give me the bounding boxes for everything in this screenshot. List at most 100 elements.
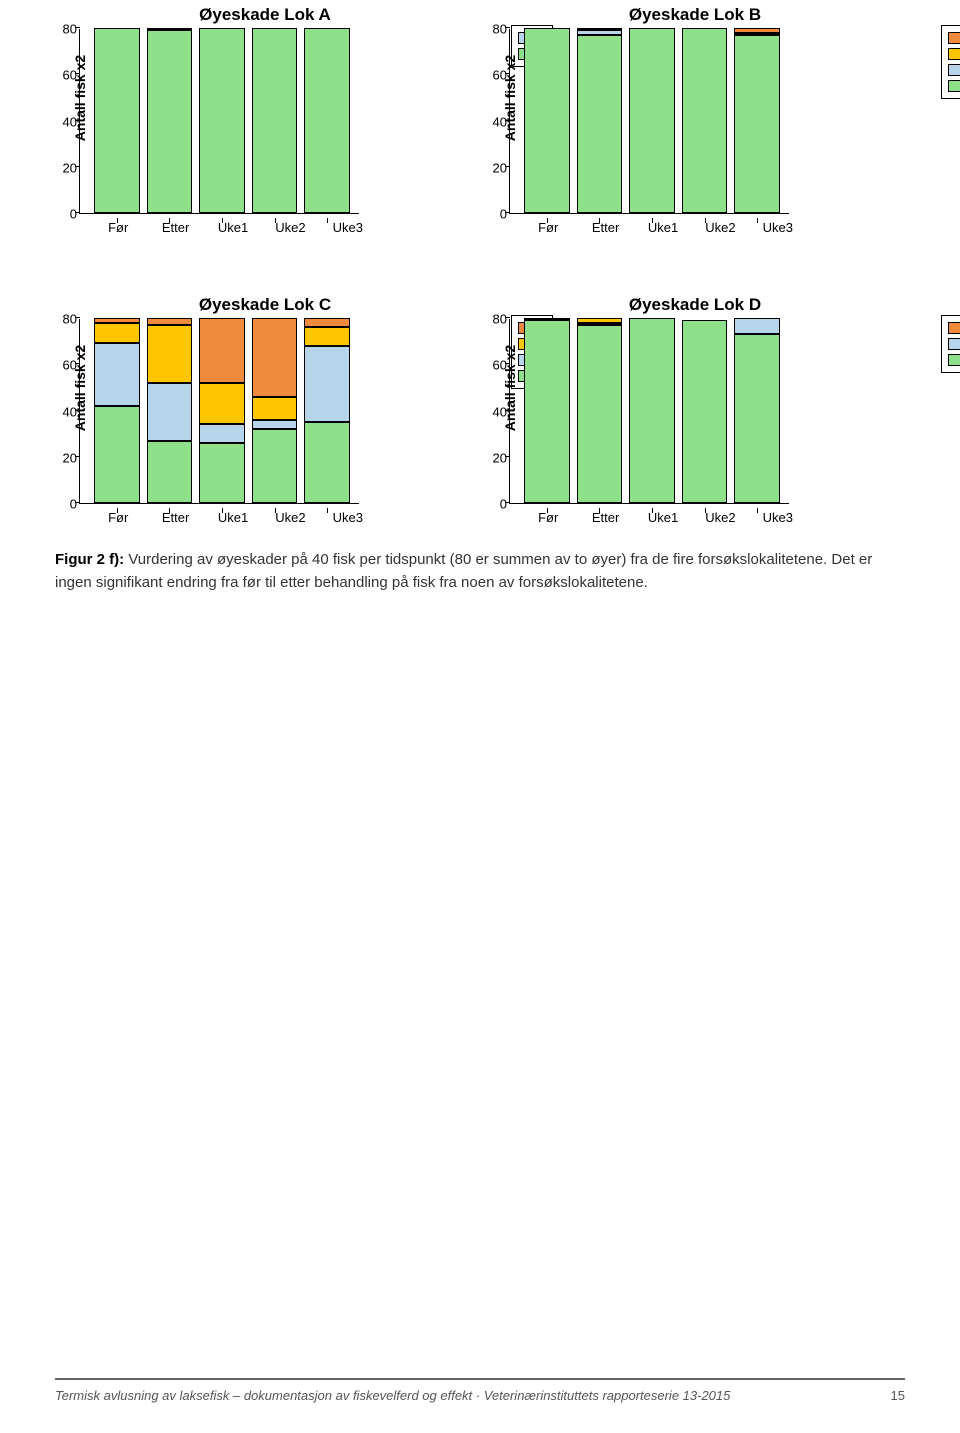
x-tick-label: Etter <box>580 504 630 525</box>
x-tick-label: Før <box>93 504 143 525</box>
stacked-bar <box>147 318 193 503</box>
bar-segment <box>199 424 245 443</box>
chart-panel: Øyeskade Lok CAntall fisk x2020406080Før… <box>55 295 475 525</box>
bar-segment <box>147 325 193 383</box>
stacked-bar <box>94 28 140 213</box>
stacked-bar <box>734 318 780 503</box>
x-tick-label: Før <box>93 214 143 235</box>
bar-segment <box>682 28 728 213</box>
chart-title: Øyeskade Lok A <box>55 5 475 25</box>
stacked-bar <box>524 28 570 213</box>
x-tick-label: Uke3 <box>323 504 373 525</box>
x-tick-label: Uke3 <box>323 214 373 235</box>
stacked-bar <box>734 28 780 213</box>
chart-panel: Øyeskade Lok AAntall fisk x2020406080Før… <box>55 5 475 235</box>
figure-caption: Figur 2 f): Vurdering av øyeskader på 40… <box>55 549 905 594</box>
bar-segment <box>629 318 675 503</box>
bar-segment <box>304 327 350 346</box>
plot-area <box>79 29 359 214</box>
stacked-bar <box>629 28 675 213</box>
bar-segment <box>199 383 245 425</box>
x-tick-label: Uke3 <box>753 504 803 525</box>
chart-title: Øyeskade Lok D <box>485 295 905 315</box>
legend: 310 <box>941 315 960 373</box>
bar-segment <box>147 441 193 503</box>
bar-segment <box>304 422 350 503</box>
bar-segment <box>682 320 728 503</box>
stacked-bar <box>252 318 298 503</box>
bar-segment <box>252 318 298 397</box>
x-tick-label: Uke1 <box>208 504 258 525</box>
bar-segment <box>252 420 298 429</box>
legend-swatch <box>948 322 960 334</box>
bar-segment <box>304 318 350 327</box>
bar-segment <box>94 323 140 344</box>
stacked-bar <box>199 28 245 213</box>
legend: 3210 <box>941 25 960 99</box>
legend-swatch <box>948 338 960 350</box>
bar-segment <box>629 28 675 213</box>
plot-area <box>79 319 359 504</box>
bar-segment <box>199 318 245 383</box>
bar-segment <box>524 28 570 213</box>
bar-segment <box>304 346 350 422</box>
chart-title: Øyeskade Lok C <box>55 295 475 315</box>
stacked-bar <box>629 318 675 503</box>
bar-segment <box>577 325 623 503</box>
x-tick-label: Uke1 <box>638 504 688 525</box>
x-tick-label: Etter <box>150 504 200 525</box>
legend-swatch <box>948 80 960 92</box>
legend-swatch <box>948 64 960 76</box>
x-tick-label: Uke2 <box>265 504 315 525</box>
stacked-bar <box>147 28 193 213</box>
bar-segment <box>147 383 193 441</box>
x-tick-label: Uke1 <box>638 214 688 235</box>
bar-segment <box>734 35 780 213</box>
chart-title: Øyeskade Lok B <box>485 5 905 25</box>
stacked-bar <box>682 28 728 213</box>
stacked-bar <box>304 28 350 213</box>
chart-panel: Øyeskade Lok BAntall fisk x2020406080Før… <box>485 5 905 235</box>
x-tick-label: Uke1 <box>208 214 258 235</box>
bar-segment <box>94 406 140 503</box>
bar-segment <box>252 28 298 213</box>
x-tick-label: Uke2 <box>265 214 315 235</box>
x-tick-label: Uke3 <box>753 214 803 235</box>
stacked-bar <box>524 318 570 503</box>
bar-segment <box>199 28 245 213</box>
bar-segment <box>734 318 780 334</box>
x-tick-label: Uke2 <box>695 504 745 525</box>
page-footer: Termisk avlusning av laksefisk – dokumen… <box>55 1378 905 1403</box>
bar-segment <box>252 429 298 503</box>
bar-segment <box>304 28 350 213</box>
legend-swatch <box>948 32 960 44</box>
bar-segment <box>94 28 140 213</box>
page-number: 15 <box>891 1388 905 1403</box>
stacked-bar <box>252 28 298 213</box>
stacked-bar <box>304 318 350 503</box>
x-tick-label: Før <box>523 504 573 525</box>
bar-segment <box>252 397 298 420</box>
plot-area <box>509 29 789 214</box>
x-tick-label: Før <box>523 214 573 235</box>
chart-panel: Øyeskade Lok DAntall fisk x2020406080Før… <box>485 295 905 525</box>
stacked-bar <box>682 320 728 503</box>
footer-text: Termisk avlusning av laksefisk – dokumen… <box>55 1388 730 1403</box>
legend-swatch <box>948 48 960 60</box>
stacked-bar <box>577 28 623 213</box>
x-tick-label: Uke2 <box>695 214 745 235</box>
stacked-bar <box>94 318 140 503</box>
bar-segment <box>577 35 623 213</box>
x-tick-label: Etter <box>150 214 200 235</box>
bar-segment <box>94 343 140 405</box>
x-tick-label: Etter <box>580 214 630 235</box>
bar-segment <box>524 320 570 503</box>
bar-segment <box>199 443 245 503</box>
stacked-bar <box>577 318 623 503</box>
stacked-bar <box>199 318 245 503</box>
bar-segment <box>147 30 193 213</box>
plot-area <box>509 319 789 504</box>
legend-swatch <box>948 354 960 366</box>
bar-segment <box>734 334 780 503</box>
bar-segment <box>147 318 193 325</box>
